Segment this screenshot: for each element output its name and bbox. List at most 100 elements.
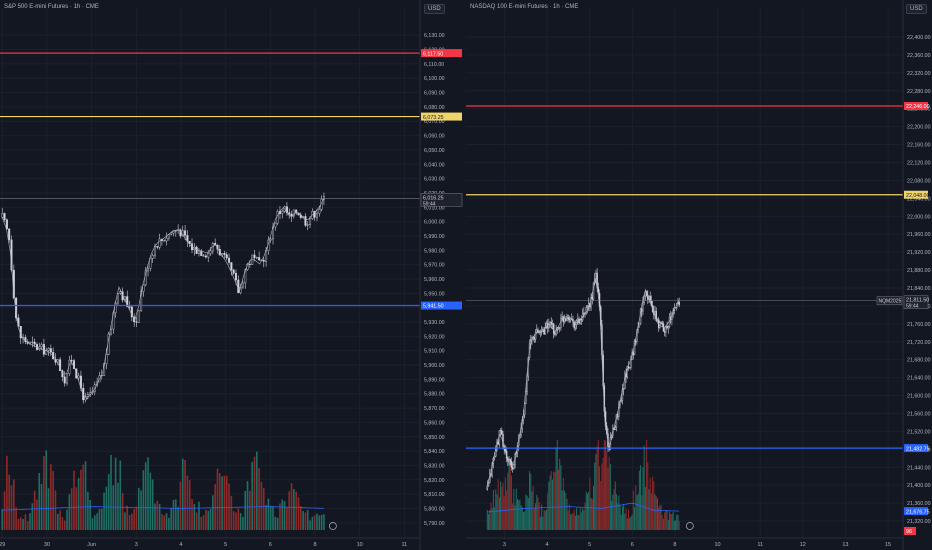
volume-bar <box>304 512 307 530</box>
volume-bar <box>181 458 184 530</box>
volume-bar <box>13 479 15 530</box>
time-tick-label: 5 <box>588 542 591 548</box>
volume-bar <box>527 498 529 530</box>
volume-bar <box>661 515 663 530</box>
volume-bar <box>649 477 651 530</box>
time-tick-label: 10 <box>714 542 720 548</box>
volume-bar <box>501 486 503 530</box>
volume-bar <box>265 504 267 530</box>
volume-bar <box>547 493 549 530</box>
volume-bar <box>521 507 523 530</box>
candle-body <box>614 427 616 430</box>
volume-bar <box>124 512 126 530</box>
candle-body <box>632 352 635 356</box>
volume-bar <box>316 513 318 530</box>
volume-bar <box>133 509 135 530</box>
volume-bar <box>541 504 543 530</box>
candle-body <box>511 467 514 470</box>
candle-body <box>197 250 200 254</box>
volume-bar <box>22 518 24 530</box>
volume-bar <box>302 510 304 530</box>
candle-body <box>498 430 501 445</box>
candle-body <box>663 331 666 333</box>
candle-body <box>253 254 256 258</box>
candle-body <box>276 211 279 224</box>
volume-bar <box>212 495 214 530</box>
volume-bar <box>574 515 576 530</box>
candle-body <box>149 258 152 269</box>
volume-bar <box>168 517 170 530</box>
candle-body <box>158 238 161 248</box>
chart-pane-es[interactable]: 6,130.006,120.006,110.006,100.006,090.00… <box>0 0 466 550</box>
volume-bar <box>244 490 247 530</box>
volume-bar <box>147 457 149 530</box>
price-tick-label: 6,010.00 <box>424 205 445 211</box>
volume-bar <box>608 456 610 530</box>
volume-bar <box>283 501 286 530</box>
volume-bar <box>580 512 582 530</box>
candle-body <box>559 327 561 329</box>
volume-bar <box>615 494 617 530</box>
volume-bar <box>154 503 156 530</box>
chart-pane-nq[interactable]: 22,400.00 22,360.00 22,320.00 22,280.00 22,2… <box>466 0 932 550</box>
volume-bar <box>591 499 593 530</box>
volume-bar <box>70 488 73 530</box>
volume-bar <box>1 509 4 530</box>
volume-bar <box>632 490 634 530</box>
volume-bar <box>567 510 569 530</box>
price-tick-label: 5,950.00 <box>424 291 445 297</box>
volume-bar <box>290 483 293 530</box>
volume-bar <box>585 491 587 530</box>
volume-bar <box>15 507 17 530</box>
volume-bar <box>24 514 27 530</box>
price-tick-label: 21,520.00 <box>907 429 931 435</box>
time-tick-label: 15 <box>885 542 891 548</box>
volume-bar <box>500 481 502 530</box>
flash-icon <box>685 522 694 530</box>
es-chart-svg[interactable]: 6,130.006,120.006,110.006,100.006,090.00… <box>0 0 466 550</box>
candle-body <box>508 459 510 462</box>
candle-body <box>163 240 166 242</box>
volume-bar <box>629 517 631 530</box>
candle-body <box>536 329 538 333</box>
candle-body <box>643 296 645 303</box>
volume-bar <box>673 521 675 530</box>
volume-bar <box>596 446 598 530</box>
candle-body <box>525 391 527 404</box>
volume-bar <box>40 483 43 530</box>
candle-body <box>142 284 145 292</box>
candle-body <box>501 430 503 435</box>
candle-body <box>295 209 298 214</box>
volume-bar <box>126 505 129 530</box>
volume-bar <box>269 505 272 530</box>
nq-chart-svg[interactable]: 22,400.00 22,360.00 22,320.00 22,280.00 22,2… <box>466 0 932 550</box>
volume-bar <box>156 500 159 530</box>
candle-body <box>135 321 138 323</box>
price-tick-label: 21,440.00 <box>907 465 931 471</box>
volume-bar <box>555 447 557 530</box>
volume-bar <box>10 485 13 530</box>
candle-body <box>534 331 537 340</box>
volume-bar <box>191 499 193 530</box>
candle-body <box>666 326 668 329</box>
candle-body <box>545 323 548 328</box>
volume-bar <box>583 510 585 530</box>
candle-body <box>174 230 177 232</box>
candle-body <box>29 341 32 344</box>
volume-bar <box>623 504 625 530</box>
price-tick-label: 5,790.00 <box>424 521 445 527</box>
volume-bar <box>218 473 221 530</box>
volume-bar <box>617 503 619 530</box>
volume-bar <box>54 490 57 530</box>
candle-body <box>228 257 231 263</box>
price-tick-label: 21,600.00 <box>907 394 931 400</box>
volume-bar <box>112 485 115 530</box>
currency-button[interactable]: USD <box>424 4 445 14</box>
volume-bar <box>676 514 678 530</box>
volume-bar <box>73 470 75 530</box>
candle-body <box>33 341 36 345</box>
currency-button[interactable]: USD <box>906 4 927 14</box>
volume-bar <box>526 495 528 530</box>
candle-body <box>72 360 75 369</box>
volume-bar <box>50 464 52 530</box>
